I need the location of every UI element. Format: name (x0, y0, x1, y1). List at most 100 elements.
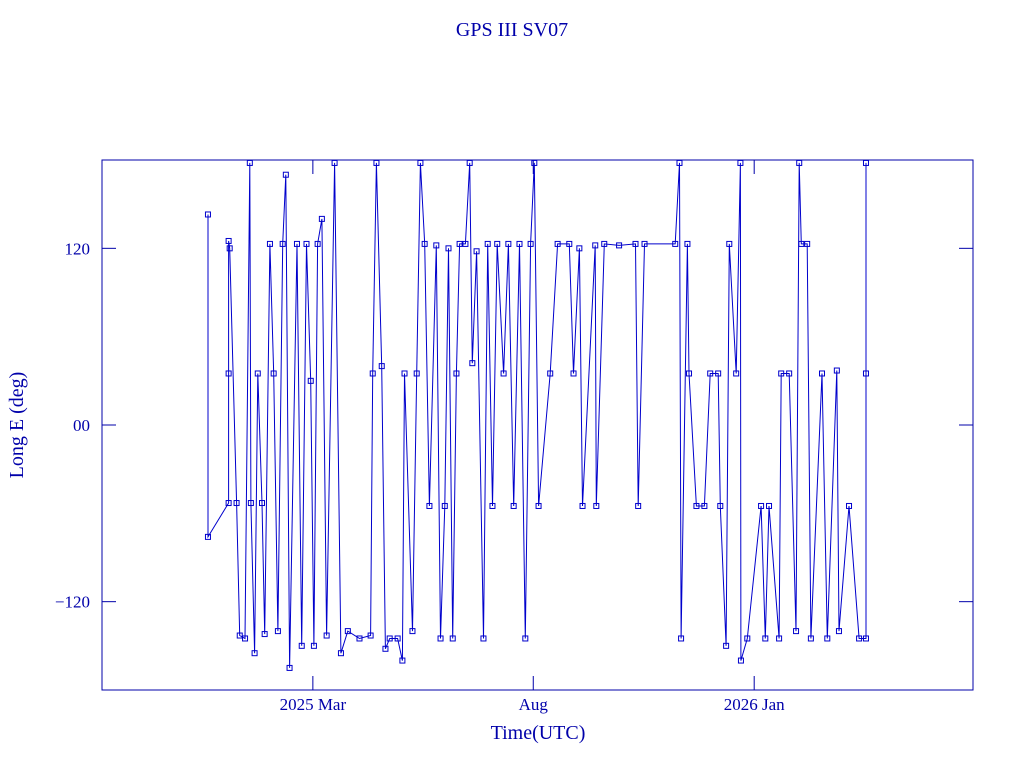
y-tick-label: −120 (55, 593, 90, 612)
data-marker (466, 160, 473, 166)
data-marker (579, 502, 586, 509)
data-marker (570, 370, 577, 377)
data-marker (733, 370, 740, 377)
data-marker (314, 240, 321, 247)
data-marker (510, 502, 517, 509)
x-tick-label: 2025 Mar (280, 695, 347, 714)
data-marker (259, 500, 266, 507)
data-marker (793, 628, 800, 635)
data-marker (835, 628, 842, 635)
data-marker (204, 533, 211, 540)
data-marker (862, 635, 869, 642)
data-marker (807, 635, 814, 642)
data-marker (337, 650, 344, 657)
x-tick-label: 2026 Jan (724, 695, 785, 714)
data-marker (632, 240, 639, 247)
data-marker (726, 240, 733, 247)
data-marker (856, 635, 863, 642)
data-marker (786, 370, 793, 377)
data-marker (401, 370, 408, 377)
data-marker (798, 240, 805, 247)
data-marker (678, 635, 685, 642)
data-marker (527, 240, 534, 247)
data-marker (331, 160, 338, 166)
data-marker (762, 635, 769, 642)
data-marker (394, 635, 401, 642)
data-marker (744, 635, 751, 642)
data-marker (684, 240, 691, 247)
data-marker (441, 502, 448, 509)
data-marker (286, 664, 293, 671)
data-marker (226, 245, 233, 252)
data-marker (796, 160, 803, 166)
data-marker (554, 240, 561, 247)
data-marker (270, 370, 277, 377)
data-marker (505, 240, 512, 247)
data-marker (500, 370, 507, 377)
data-marker (367, 632, 374, 639)
data-marker (318, 215, 325, 222)
data-marker (592, 242, 599, 249)
data-marker (266, 240, 273, 247)
data-marker (717, 502, 724, 509)
data-marker (616, 242, 623, 249)
data-marker (846, 502, 853, 509)
data-marker (298, 642, 305, 649)
data-marker (522, 635, 529, 642)
data-marker (413, 370, 420, 377)
data-marker (456, 240, 463, 247)
data-marker (247, 500, 254, 507)
data-marker (494, 240, 501, 247)
y-axis-label: Long E (deg) (6, 372, 28, 479)
data-marker (282, 171, 289, 178)
data-marker (344, 628, 351, 635)
data-marker (776, 635, 783, 642)
data-marker (766, 502, 773, 509)
data-marker (261, 631, 268, 638)
data-marker (484, 240, 491, 247)
data-marker (693, 502, 700, 509)
data-marker (303, 240, 310, 247)
data-marker (723, 642, 730, 649)
data-marker (672, 240, 679, 247)
data-marker (701, 502, 708, 509)
data-marker (819, 370, 826, 377)
data-marker (715, 370, 722, 377)
data-marker (399, 657, 406, 664)
data-marker (409, 628, 416, 635)
data-marker (279, 240, 286, 247)
data-line (207, 162, 867, 668)
data-marker (576, 245, 583, 252)
data-marker (307, 377, 314, 384)
data-marker (293, 240, 300, 247)
data-marker (601, 240, 608, 247)
data-marker (323, 632, 330, 639)
data-marker (386, 635, 393, 642)
data-marker (254, 370, 261, 377)
data-marker (686, 370, 693, 377)
data-marker (246, 160, 253, 166)
data-marker (593, 502, 600, 509)
data-marker (378, 363, 385, 370)
x-axis-label: Time(UTC) (491, 722, 586, 744)
data-marker (437, 635, 444, 642)
data-marker (242, 635, 249, 642)
data-marker (833, 367, 840, 374)
data-marker (373, 160, 380, 166)
data-marker (233, 500, 240, 507)
data-marker (426, 502, 433, 509)
data-marker (462, 240, 469, 247)
data-marker (635, 502, 642, 509)
data-marker (225, 500, 232, 507)
data-marker (449, 635, 456, 642)
data-marker (862, 370, 869, 377)
data-marker (489, 502, 496, 509)
data-marker (566, 240, 573, 247)
data-marker (535, 502, 542, 509)
data-marker (369, 370, 376, 377)
data-marker (516, 240, 523, 247)
data-marker (225, 370, 232, 377)
data-marker (225, 237, 232, 244)
data-marker (676, 160, 683, 166)
